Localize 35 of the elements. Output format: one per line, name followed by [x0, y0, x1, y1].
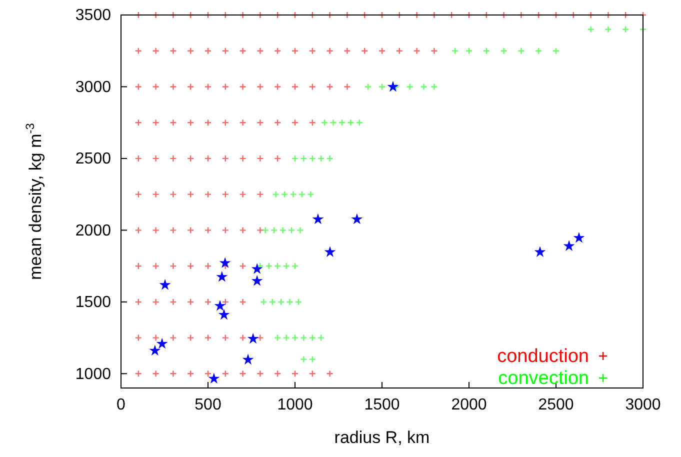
x-tick-label: 2500 — [538, 396, 574, 414]
x-axis-title: radius R, km — [334, 428, 430, 447]
y-tick-label: 3000 — [75, 78, 112, 96]
point — [242, 354, 254, 365]
y-tick-label: 1500 — [75, 294, 112, 312]
y-tick-label: 3500 — [75, 7, 112, 24]
point — [219, 257, 231, 268]
y-tick-label: 2500 — [75, 150, 112, 168]
x-tick-label: 3000 — [625, 396, 661, 414]
point — [218, 308, 230, 320]
legend-label: convection — [498, 368, 589, 389]
point — [573, 232, 585, 243]
point — [208, 372, 220, 384]
point — [563, 240, 575, 251]
point — [216, 270, 228, 282]
x-tick-label: 500 — [194, 396, 222, 414]
point — [156, 338, 168, 349]
x-tick-label: 1500 — [364, 396, 400, 414]
x-tick-label: 1000 — [277, 396, 313, 414]
point — [351, 213, 363, 224]
legend-label: conduction — [497, 346, 589, 367]
point — [534, 246, 546, 257]
point — [324, 246, 336, 257]
point — [251, 263, 263, 274]
y-tick-label: 2000 — [75, 222, 112, 240]
point — [159, 279, 171, 290]
point — [149, 344, 161, 356]
x-tick-label: 2000 — [451, 396, 487, 414]
point — [312, 213, 324, 224]
y-tick-label: 1000 — [75, 366, 112, 383]
x-tick-label: 0 — [116, 396, 126, 414]
point — [387, 80, 399, 92]
point — [251, 275, 263, 286]
point — [247, 332, 259, 344]
point — [214, 300, 226, 311]
